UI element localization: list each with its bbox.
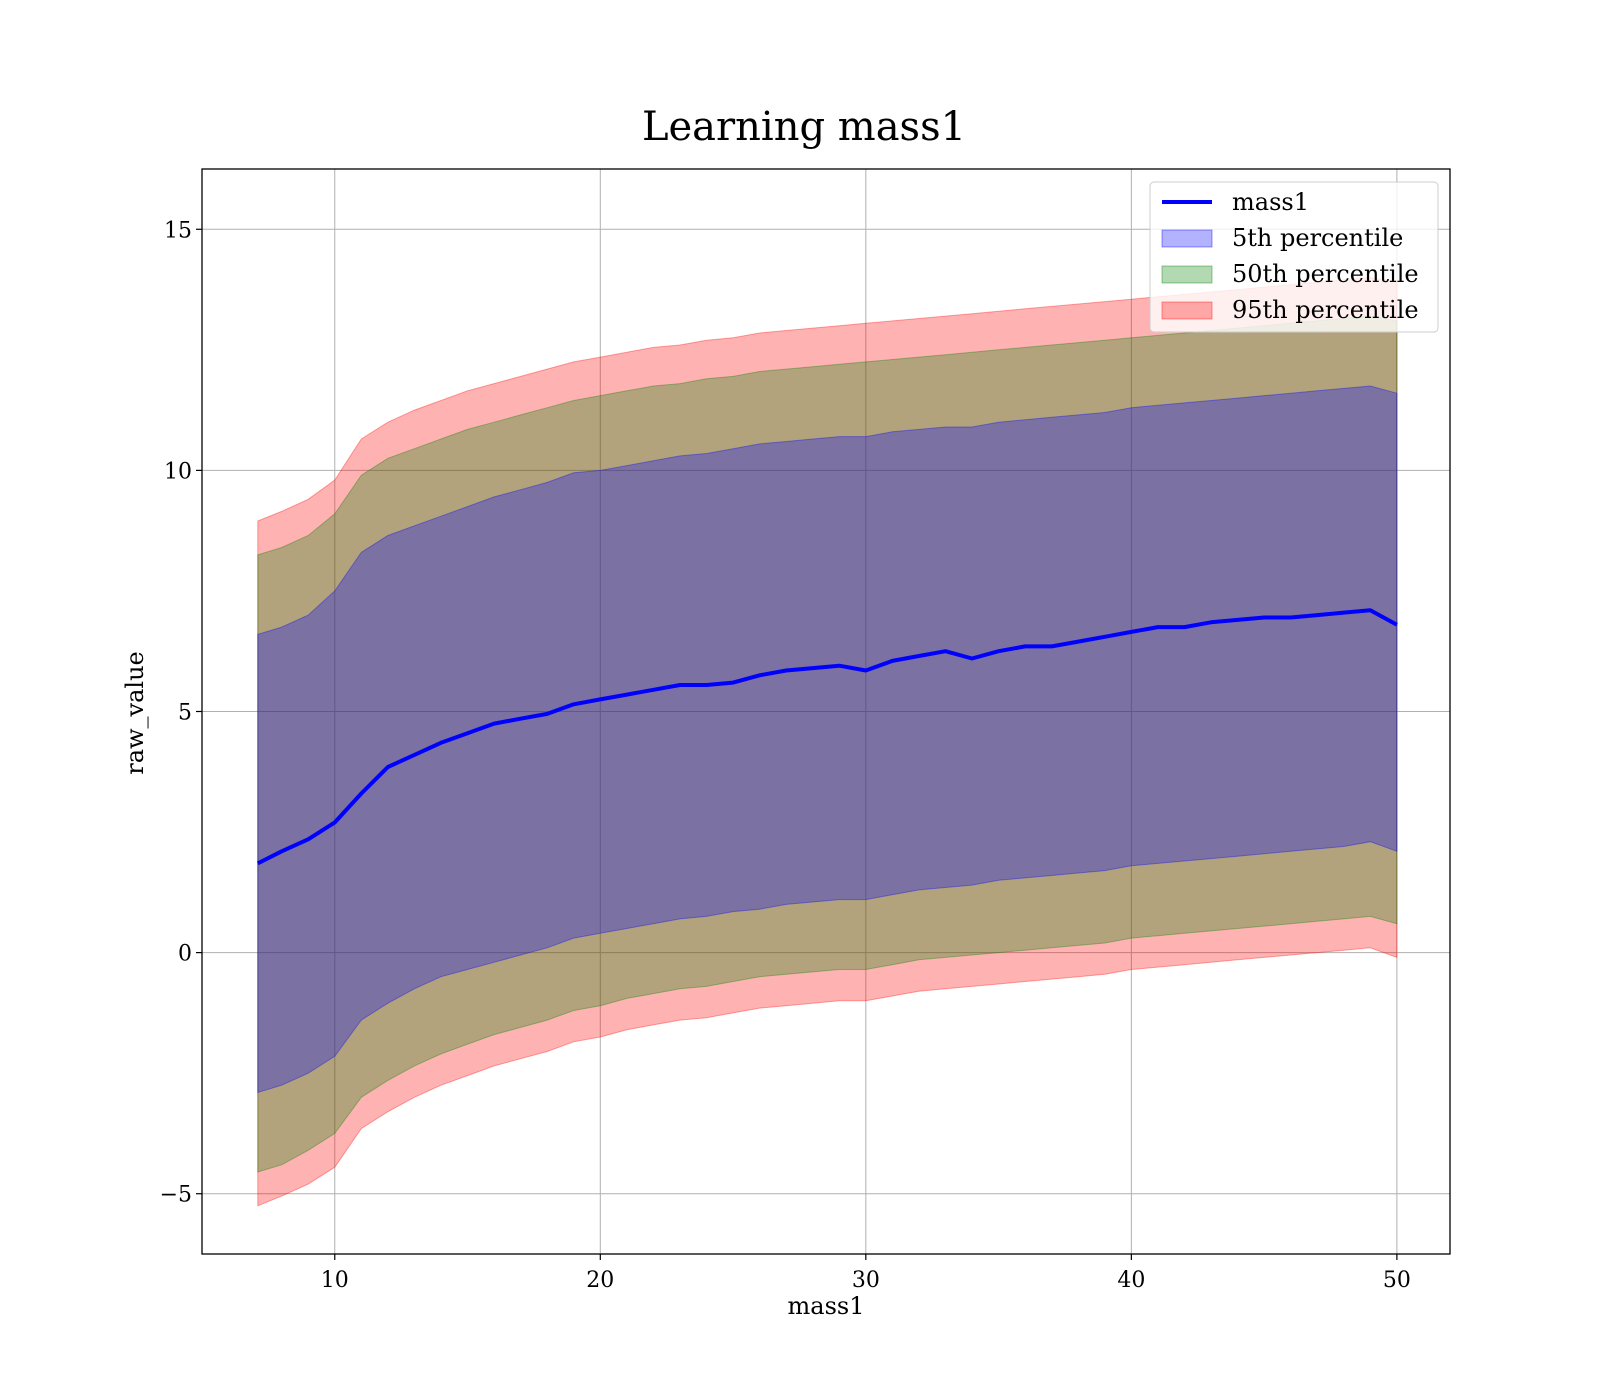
chart-title: Learning mass1	[642, 104, 966, 150]
x-tick-label: 20	[586, 1268, 614, 1293]
y-axis-ticks: −5 0 5 10 15	[160, 218, 202, 1208]
x-axis-ticks: 10 20 30 40 50	[321, 1254, 1411, 1293]
y-tick-label: −5	[160, 1183, 192, 1208]
x-tick-label: 50	[1383, 1268, 1411, 1293]
legend-label: mass1	[1232, 188, 1309, 216]
y-tick-label: 0	[178, 942, 192, 967]
mass1-line-layer	[256, 608, 1398, 866]
legend-label: 50th percentile	[1232, 260, 1419, 288]
legend-swatch	[1161, 265, 1213, 284]
5th-percentile-band	[257, 385, 1398, 1094]
95th-percentile-band	[257, 276, 1398, 1207]
legend-item: 5th percentile	[1161, 224, 1403, 252]
legend-swatch	[1161, 301, 1213, 320]
percentile-bands	[257, 276, 1398, 1207]
legend-item: mass1	[1162, 188, 1309, 216]
y-axis-label: raw_value	[121, 651, 149, 775]
legend-item: 50th percentile	[1161, 260, 1419, 288]
50th-percentile-band	[257, 315, 1398, 1173]
x-tick-label: 10	[321, 1268, 349, 1293]
x-axis-label: mass1	[788, 1292, 865, 1320]
y-tick-label: 15	[164, 218, 192, 243]
legend-label: 95th percentile	[1232, 296, 1419, 324]
y-tick-label: 10	[164, 459, 192, 484]
mass1-line	[256, 608, 1398, 866]
x-tick-label: 30	[852, 1268, 880, 1293]
y-tick-label: 5	[178, 701, 192, 726]
legend-swatch	[1161, 229, 1213, 248]
legend-label: 5th percentile	[1232, 224, 1403, 252]
legend-item: 95th percentile	[1161, 296, 1419, 324]
x-tick-label: 40	[1117, 1268, 1145, 1293]
legend-frame	[1149, 181, 1439, 333]
legend: mass1 5th percentile 50th percentile 95th p…	[1149, 181, 1439, 333]
